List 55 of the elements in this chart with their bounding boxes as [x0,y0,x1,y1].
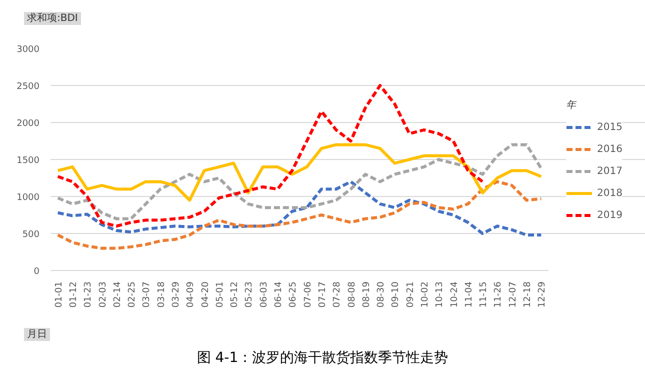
x-tick-label: 02-14 [112,281,123,308]
x-tick-label: 01-12 [68,281,79,308]
y-tick-label: 1000 [16,193,40,203]
x-tick-label: 12-07 [508,281,518,308]
x-tick-label: 02-03 [98,281,108,308]
y-tick-label: 0 [34,267,40,277]
x-tick-label: 03-07 [142,281,152,308]
caption: 图 4-1：波罗的海干散货指数季节性走势 [196,349,448,368]
x-tick-label: 11-15 [479,281,490,308]
y-tick-label: 2000 [16,119,40,129]
x-tick-label: 06-14 [274,281,284,308]
legend-label: 2016 [597,142,622,156]
line-series [56,180,543,236]
x-tick-label: 01-01 [54,281,64,308]
x-tick-label: 05-23 [244,281,255,308]
legend-label: 2018 [597,186,622,200]
x-axis-title: 月日 [24,328,50,341]
x-tick-label: 12-29 [538,281,548,308]
x-tick-label: 03-29 [172,281,182,308]
x-tick-label: 10-02 [420,281,430,308]
x-tick-label: 07-17 [318,281,328,308]
y-axis-title: 求和项:BDI [24,12,81,25]
x-tick-label: 04-09 [186,281,196,308]
legend-label: 2019 [597,208,622,222]
x-tick-label: 10-24 [450,281,460,308]
x-tick-label: 06-03 [259,281,270,308]
x-tick-label: 08-30 [376,281,387,308]
y-tick-label: 500 [22,230,40,240]
x-tick-label: 07-06 [303,281,314,308]
line-series [56,143,543,202]
x-tick-label: 03-18 [156,281,167,308]
x-tick-label: 04-20 [200,281,211,308]
x-tick-label: 06-25 [288,281,299,308]
x-tick-label: 09-21 [406,281,416,308]
x-tick-label: 02-25 [128,281,138,308]
x-tick-label: 05-01 [215,281,226,308]
x-tick-label: 01-23 [84,281,94,308]
y-tick-label: 1500 [16,156,40,166]
legend-title: 年 [566,99,578,112]
x-tick-label: 11-26 [494,281,504,308]
y-tick-label: 2500 [16,82,40,92]
line-series [56,180,543,250]
x-tick-label: 08-19 [362,281,372,308]
legend-label: 2017 [597,164,622,178]
y-tick-label: 3000 [16,45,40,55]
legend-label: 2015 [597,120,622,134]
x-tick-label: 10-13 [435,281,446,308]
line-series [56,84,484,228]
x-tick-label: 11-04 [464,281,474,308]
x-tick-label: 08-08 [347,281,358,308]
x-tick-label: 07-28 [332,281,343,308]
line-series [56,143,543,220]
x-tick-label: 12-18 [523,281,534,308]
x-tick-label: 09-10 [391,281,402,308]
x-tick-label: 05-12 [230,281,240,308]
